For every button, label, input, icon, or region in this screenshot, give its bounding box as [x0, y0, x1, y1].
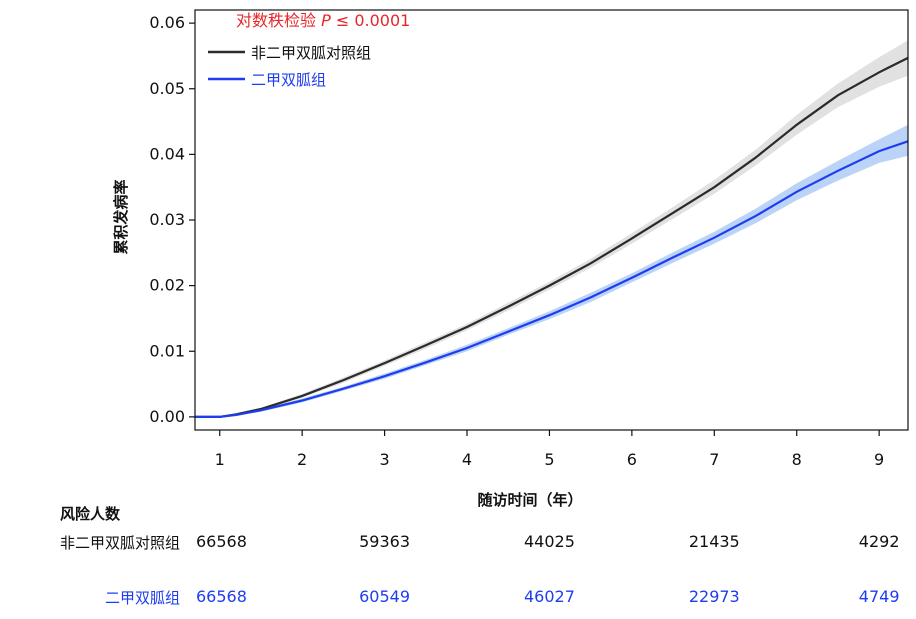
series-lines [195, 56, 909, 418]
x-tick-label: 1 [215, 450, 225, 469]
y-tick-label: 0.05 [149, 79, 185, 98]
risk-count: 66568 [196, 587, 247, 606]
axes: 0.00 0.01 0.02 0.03 0.04 0.05 0.06 1 2 3 4 5 6 7 8 9 [149, 9, 909, 469]
legend-label-1: 非二甲双胍对照组 [251, 44, 371, 62]
x-tick-label: 9 [874, 450, 884, 469]
risk-count: 22973 [688, 587, 740, 606]
risk-count: 46027 [523, 587, 575, 606]
x-tick-label: 4 [462, 450, 472, 469]
confidence-bands [195, 40, 908, 417]
series-line-1 [195, 56, 909, 418]
x-tick-label: 5 [544, 450, 554, 469]
x-tick-label: 6 [627, 450, 637, 469]
risk-count: 4749 [858, 587, 900, 606]
x-tick-label: 3 [379, 450, 389, 469]
risk-row-label: 非二甲双胍对照组 [59, 534, 180, 552]
y-tick-label: 0.00 [149, 407, 185, 426]
y-axis-label: 累积发病率 [112, 179, 130, 254]
x-tick-label: 8 [792, 450, 802, 469]
y-tick-label: 0.02 [149, 276, 185, 295]
risk-count: 66568 [196, 532, 247, 551]
y-tick-label: 0.03 [149, 210, 185, 229]
x-tick-label: 7 [709, 450, 719, 469]
risk-count: 60549 [359, 587, 411, 606]
y-tick-label: 0.06 [149, 13, 185, 32]
confidence-band-2 [195, 124, 908, 417]
y-tick-label: 0.01 [149, 341, 185, 360]
legend-label-2: 二甲双胍组 [251, 71, 326, 89]
x-axis-label: 随访时间（年） [477, 491, 582, 509]
log-rank-annotation: 对数秩检验 P ≤ 0.0001 [236, 11, 410, 30]
confidence-band-1 [195, 40, 908, 417]
risk-row-label: 二甲双胍组 [104, 589, 180, 607]
risk-count: 21435 [688, 532, 740, 551]
risk-count: 4292 [858, 532, 900, 551]
series-line-2 [195, 140, 909, 418]
x-tick-label: 2 [297, 450, 307, 469]
y-tick-label: 0.04 [149, 144, 185, 163]
risk-count: 59363 [359, 532, 411, 551]
risk-count: 44025 [523, 532, 575, 551]
risk-table-title: 风险人数 [60, 505, 121, 523]
